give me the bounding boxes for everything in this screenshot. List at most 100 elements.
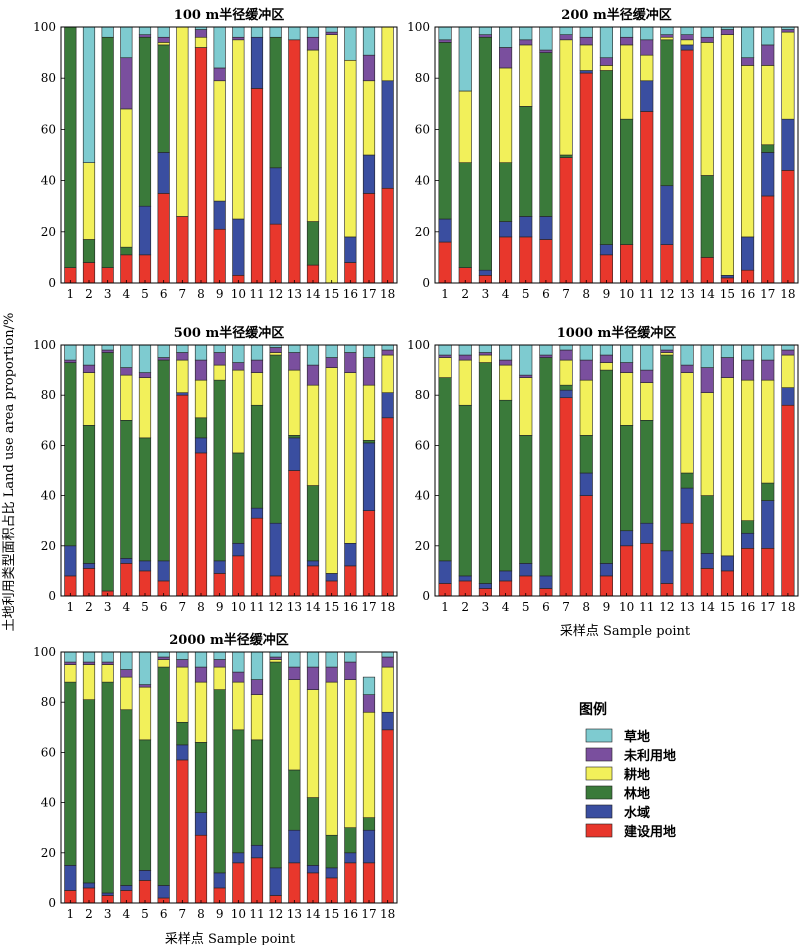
x-tick-label: 1	[67, 287, 75, 301]
bar-segment	[250, 844, 264, 859]
bar-segment	[269, 659, 282, 663]
bar-segment	[120, 563, 133, 597]
bar-segment	[640, 369, 654, 383]
bar-segment	[269, 651, 282, 658]
bar-segment	[519, 39, 533, 46]
bar-segment	[438, 377, 452, 562]
bar-segment	[362, 442, 376, 511]
bar-segment	[700, 344, 714, 368]
bar-segment	[700, 26, 714, 38]
bar-segment	[344, 59, 357, 238]
y-tick-label: 0	[48, 276, 56, 290]
bar-segment	[519, 44, 533, 107]
bar-segment	[157, 885, 170, 899]
bar-segment	[250, 694, 264, 741]
y-tick-label: 60	[415, 122, 430, 136]
bar-segment	[306, 485, 320, 562]
bar-segment	[194, 36, 208, 48]
x-tick-label: 13	[287, 907, 302, 921]
legend-label: 林地	[624, 786, 650, 802]
bar-segment	[288, 435, 301, 439]
bar-segment	[157, 42, 170, 46]
bar-segment	[288, 470, 301, 597]
bar-segment	[120, 344, 133, 368]
bar-segment	[157, 359, 170, 562]
panel-title: 500 m半径缓冲区	[174, 325, 284, 341]
y-tick-label: 20	[415, 225, 430, 239]
bar-segment	[176, 344, 189, 353]
bar-segment	[101, 661, 114, 665]
bar-segment	[120, 26, 133, 59]
bar-segment	[640, 80, 654, 112]
bar-segment	[599, 65, 613, 71]
bar-segment	[138, 372, 152, 378]
bar-segment	[82, 425, 96, 564]
bar-segment	[232, 36, 245, 41]
y-tick-label: 60	[415, 438, 430, 452]
y-tick-label: 0	[422, 589, 430, 603]
bar-segment	[761, 195, 775, 284]
bar-segment	[213, 344, 226, 353]
bar-segment	[232, 852, 245, 864]
bar-segment	[381, 729, 394, 904]
bar-segment	[101, 349, 114, 353]
bar-segment	[194, 742, 208, 813]
bar-segment	[288, 437, 301, 471]
bar-segment	[519, 106, 533, 217]
y-tick-label: 40	[415, 489, 430, 503]
bar-segment	[306, 560, 320, 567]
y-tick-label: 100	[33, 645, 56, 659]
bar-segment	[232, 681, 245, 731]
bar-segment	[761, 359, 775, 381]
x-tick-label: 12	[268, 907, 283, 921]
bar-segment	[82, 651, 96, 663]
bar-segment	[539, 354, 553, 358]
bar-segment	[82, 372, 96, 426]
x-tick-label: 11	[249, 287, 264, 301]
bar-segment	[232, 218, 245, 276]
bar-segment	[176, 392, 189, 396]
x-tick-label: 8	[197, 287, 205, 301]
bar-segment	[599, 563, 613, 577]
panel-title: 1000 m半径缓冲区	[557, 325, 676, 341]
x-axis-label-bottom-left: 采样点 Sample point	[165, 932, 296, 945]
bar-segment	[82, 664, 96, 700]
bar-segment	[157, 344, 170, 358]
bar-segment	[741, 65, 755, 238]
bar-segment	[194, 651, 208, 668]
bar-segment	[761, 379, 775, 484]
x-tick-label: 11	[249, 907, 264, 921]
bar-segment	[381, 80, 394, 189]
x-tick-label: 6	[542, 287, 550, 301]
bar-segment	[325, 834, 338, 869]
bar-segment	[306, 872, 320, 904]
bar-segment	[599, 344, 613, 356]
bar-segment	[82, 26, 96, 163]
bar-segment	[700, 568, 714, 597]
bar-segment	[680, 34, 694, 41]
bar-segment	[640, 382, 654, 421]
bar-segment	[232, 651, 245, 673]
bar-segment	[325, 367, 338, 574]
x-tick-label: 12	[659, 600, 674, 614]
bar-segment	[213, 26, 226, 69]
bar-segment	[250, 372, 264, 406]
bar-segment	[660, 185, 674, 245]
x-tick-label: 17	[760, 287, 775, 301]
bar-segment	[680, 522, 694, 597]
bar-segment	[344, 236, 357, 263]
bar-segment	[269, 352, 282, 356]
bar-segment	[720, 34, 734, 276]
x-tick-label: 3	[482, 287, 490, 301]
bar-segment	[559, 344, 573, 351]
bar-segment	[579, 70, 593, 74]
bar-segment	[157, 193, 170, 284]
bar-segment	[82, 661, 96, 665]
bar-segment	[232, 452, 245, 544]
bar-segment	[519, 563, 533, 577]
bar-segment	[381, 656, 394, 668]
bar-segment	[381, 349, 394, 356]
x-tick-label: 16	[740, 600, 755, 614]
